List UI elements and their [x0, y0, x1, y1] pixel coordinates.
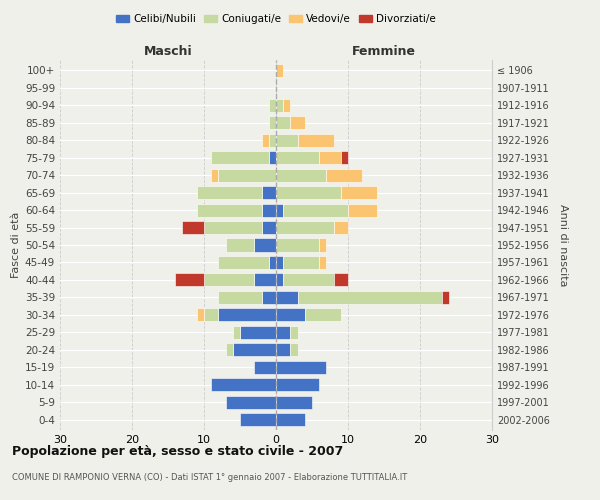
Bar	[204, 308, 218, 322]
Bar	[290, 326, 298, 339]
Bar	[283, 274, 334, 286]
Bar	[442, 291, 449, 304]
Bar	[233, 343, 276, 356]
Bar	[319, 256, 326, 269]
Bar	[262, 291, 276, 304]
Bar	[226, 238, 254, 252]
Bar	[276, 168, 326, 181]
Bar	[276, 116, 290, 130]
Bar	[254, 238, 276, 252]
Bar	[262, 134, 269, 147]
Bar	[276, 343, 290, 356]
Text: COMUNE DI RAMPONIO VERNA (CO) - Dati ISTAT 1° gennaio 2007 - Elaborazione TUTTIT: COMUNE DI RAMPONIO VERNA (CO) - Dati IST…	[12, 473, 407, 482]
Bar	[276, 151, 319, 164]
Bar	[218, 308, 276, 322]
Bar	[269, 116, 276, 130]
Bar	[298, 291, 442, 304]
Bar	[197, 204, 262, 216]
Bar	[283, 99, 290, 112]
Bar	[276, 274, 283, 286]
Bar	[269, 134, 276, 147]
Text: Maschi: Maschi	[143, 46, 193, 59]
Bar	[334, 221, 348, 234]
Bar	[226, 343, 233, 356]
Bar	[276, 64, 283, 77]
Y-axis label: Fasce di età: Fasce di età	[11, 212, 21, 278]
Bar	[218, 168, 276, 181]
Bar	[182, 221, 204, 234]
Bar	[204, 221, 262, 234]
Bar	[334, 274, 348, 286]
Bar	[276, 186, 341, 199]
Bar	[276, 134, 298, 147]
Bar	[269, 256, 276, 269]
Bar	[276, 413, 305, 426]
Bar	[211, 151, 269, 164]
Bar	[262, 204, 276, 216]
Bar	[276, 308, 305, 322]
Bar	[276, 221, 334, 234]
Bar	[276, 360, 326, 374]
Bar	[262, 221, 276, 234]
Bar	[276, 291, 298, 304]
Bar	[305, 308, 341, 322]
Text: Popolazione per età, sesso e stato civile - 2007: Popolazione per età, sesso e stato civil…	[12, 445, 343, 458]
Bar	[283, 256, 319, 269]
Bar	[276, 378, 319, 391]
Y-axis label: Anni di nascita: Anni di nascita	[558, 204, 568, 286]
Bar	[240, 326, 276, 339]
Bar	[298, 134, 334, 147]
Text: Femmine: Femmine	[352, 46, 416, 59]
Bar	[211, 168, 218, 181]
Bar	[341, 186, 377, 199]
Bar	[262, 186, 276, 199]
Bar	[276, 326, 290, 339]
Bar	[283, 204, 348, 216]
Bar	[211, 378, 276, 391]
Bar	[204, 274, 254, 286]
Bar	[276, 204, 283, 216]
Bar	[269, 151, 276, 164]
Bar	[269, 99, 276, 112]
Bar	[276, 99, 283, 112]
Bar	[319, 238, 326, 252]
Bar	[290, 343, 298, 356]
Bar	[175, 274, 204, 286]
Bar	[218, 291, 262, 304]
Legend: Celibi/Nubili, Coniugati/e, Vedovi/e, Divorziati/e: Celibi/Nubili, Coniugati/e, Vedovi/e, Di…	[112, 10, 440, 29]
Bar	[240, 413, 276, 426]
Bar	[276, 238, 319, 252]
Bar	[254, 360, 276, 374]
Bar	[218, 256, 269, 269]
Bar	[226, 396, 276, 408]
Bar	[197, 186, 262, 199]
Bar	[290, 116, 305, 130]
Bar	[276, 396, 312, 408]
Bar	[254, 274, 276, 286]
Bar	[233, 326, 240, 339]
Bar	[276, 256, 283, 269]
Bar	[348, 204, 377, 216]
Bar	[341, 151, 348, 164]
Bar	[197, 308, 204, 322]
Bar	[326, 168, 362, 181]
Bar	[319, 151, 341, 164]
